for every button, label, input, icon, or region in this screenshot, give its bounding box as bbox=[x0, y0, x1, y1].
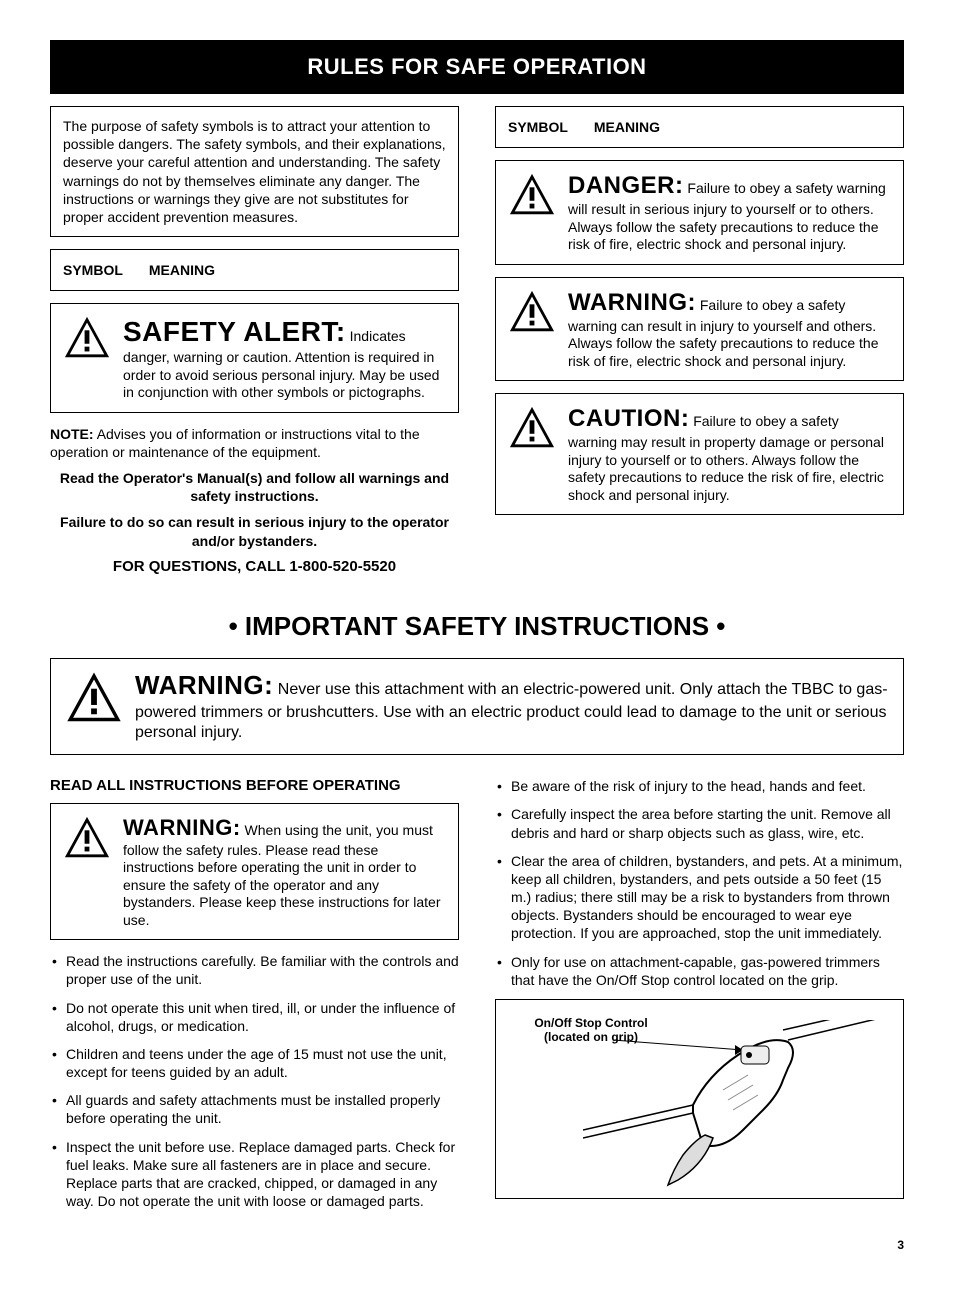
col-meaning-label: MEANING bbox=[149, 262, 215, 278]
col-symbol-label: SYMBOL bbox=[63, 262, 123, 278]
warning-r-label: WARNING: bbox=[568, 289, 696, 316]
right-column: SYMBOL MEANING DANGER: Failure to obey a… bbox=[495, 106, 904, 575]
note-text: Advises you of information or instructio… bbox=[50, 426, 420, 460]
list-item: Be aware of the risk of injury to the he… bbox=[495, 777, 904, 795]
list-item: Do not operate this unit when tired, ill… bbox=[50, 999, 459, 1035]
caution-box: CAUTION: Failure to obey a safety warnin… bbox=[495, 393, 904, 515]
page-number: 3 bbox=[50, 1238, 904, 1252]
caution-label: CAUTION: bbox=[568, 405, 689, 432]
symbol-header-left: SYMBOL MEANING bbox=[50, 249, 459, 291]
alert-triangle-icon bbox=[63, 814, 111, 862]
intro-box: The purpose of safety symbols is to attr… bbox=[50, 106, 459, 237]
instructions-right: Be aware of the risk of injury to the he… bbox=[495, 777, 904, 1220]
center-bold-2: Failure to do so can result in serious i… bbox=[50, 513, 459, 549]
left-bullet-list: Read the instructions carefully. Be fami… bbox=[50, 952, 459, 1210]
alert-triangle-icon bbox=[63, 314, 111, 362]
warn2-label: WARNING: bbox=[123, 815, 241, 840]
instructions-left: READ ALL INSTRUCTIONS BEFORE OPERATING W… bbox=[50, 777, 459, 1220]
warning-right-box: WARNING: Failure to obey a safety warnin… bbox=[495, 277, 904, 382]
symbols-section: The purpose of safety symbols is to attr… bbox=[50, 106, 904, 575]
list-item: Inspect the unit before use. Replace dam… bbox=[50, 1138, 459, 1211]
list-item: Only for use on attachment-capable, gas-… bbox=[495, 953, 904, 989]
phone-line: FOR QUESTIONS, CALL 1-800-520-5520 bbox=[50, 558, 459, 575]
list-item: All guards and safety attachments must b… bbox=[50, 1091, 459, 1127]
grip-diagram: On/Off Stop Control (located on grip) bbox=[495, 999, 904, 1199]
list-item: Clear the area of children, bystanders, … bbox=[495, 852, 904, 943]
full-warning-box: WARNING: Never use this attachment with … bbox=[50, 658, 904, 755]
col-meaning-label-r: MEANING bbox=[594, 119, 660, 135]
list-item: Carefully inspect the area before starti… bbox=[495, 805, 904, 841]
list-item: Children and teens under the age of 15 m… bbox=[50, 1045, 459, 1081]
left-column: The purpose of safety symbols is to attr… bbox=[50, 106, 459, 575]
instructions-section: READ ALL INSTRUCTIONS BEFORE OPERATING W… bbox=[50, 777, 904, 1220]
safety-alert-label: SAFETY ALERT: bbox=[123, 316, 346, 347]
warn2-box: WARNING: When using the unit, you must f… bbox=[50, 803, 459, 940]
alert-triangle-icon bbox=[508, 171, 556, 219]
danger-box: DANGER: Failure to obey a safety warning… bbox=[495, 160, 904, 265]
danger-label: DANGER: bbox=[568, 172, 684, 199]
alert-triangle-icon bbox=[65, 669, 123, 727]
note-label: NOTE: bbox=[50, 426, 94, 442]
right-bullet-list: Be aware of the risk of injury to the he… bbox=[495, 777, 904, 989]
alert-triangle-icon bbox=[508, 404, 556, 452]
page-banner: RULES FOR SAFE OPERATION bbox=[50, 40, 904, 94]
section2-title: • IMPORTANT SAFETY INSTRUCTIONS • bbox=[50, 611, 904, 642]
center-bold-1: Read the Operator's Manual(s) and follow… bbox=[50, 469, 459, 505]
grip-illustration-icon bbox=[583, 1020, 893, 1190]
col-symbol-label-r: SYMBOL bbox=[508, 119, 568, 135]
sub-header: READ ALL INSTRUCTIONS BEFORE OPERATING bbox=[50, 777, 459, 795]
list-item: Read the instructions carefully. Be fami… bbox=[50, 952, 459, 988]
fullwarn-label: WARNING: bbox=[135, 670, 273, 700]
alert-triangle-icon bbox=[508, 288, 556, 336]
symbol-header-right: SYMBOL MEANING bbox=[495, 106, 904, 148]
safety-alert-box: SAFETY ALERT: Indicates danger, warning … bbox=[50, 303, 459, 413]
note-row: NOTE: Advises you of information or inst… bbox=[50, 425, 459, 461]
